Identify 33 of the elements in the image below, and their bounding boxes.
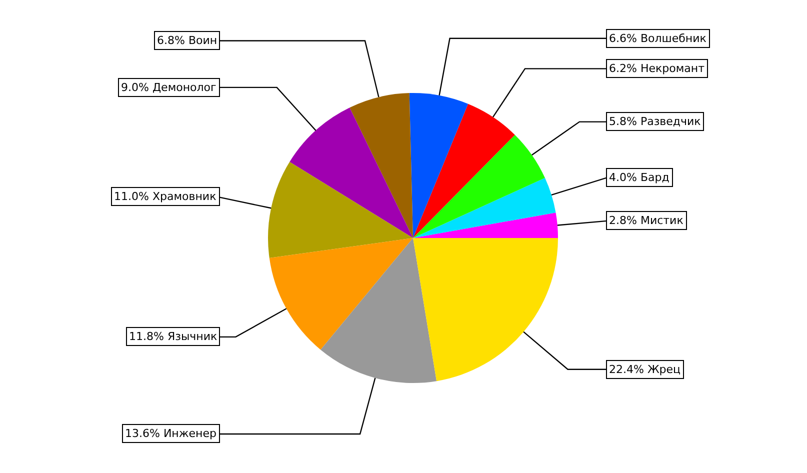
pie-slice [413, 238, 558, 382]
pie-slice [269, 238, 413, 350]
data-label: 9.0% [121, 81, 149, 94]
slice-label: Инженер [163, 427, 217, 440]
pie-slice [413, 134, 545, 238]
data-label: 6.8% [157, 34, 185, 47]
pie-slice [413, 104, 515, 238]
data-label: 13.6% [125, 427, 160, 440]
data-label: 11.8% [129, 330, 164, 343]
slice-label: Бард [640, 171, 670, 184]
data-label: 6.6% [609, 32, 637, 45]
pie-slice [290, 108, 413, 238]
slice-label: Язычник [167, 330, 218, 343]
slice-label: Волшебник [640, 32, 707, 45]
slice-label: Храмовник [152, 190, 217, 203]
slice-label: Мистик [640, 214, 684, 227]
data-label: 5.8% [609, 115, 637, 128]
pie-slice [320, 238, 437, 383]
pie-slice [413, 212, 558, 238]
pie-slice [350, 93, 413, 238]
slice-label: Жрец [647, 363, 681, 376]
data-label: 2.8% [609, 214, 637, 227]
pie-slice [268, 162, 413, 258]
slice-label: Разведчик [640, 115, 702, 128]
slice-label: Демонолог [152, 81, 217, 94]
slice-label: Некромант [640, 62, 706, 75]
pie-slice [409, 93, 468, 238]
slice-label: Воин [188, 34, 218, 47]
pie-slice [413, 178, 556, 238]
data-label: 22.4% [609, 363, 644, 376]
data-label: 11.0% [114, 190, 149, 203]
data-label: 6.2% [609, 62, 637, 75]
data-label: 4.0% [609, 171, 637, 184]
